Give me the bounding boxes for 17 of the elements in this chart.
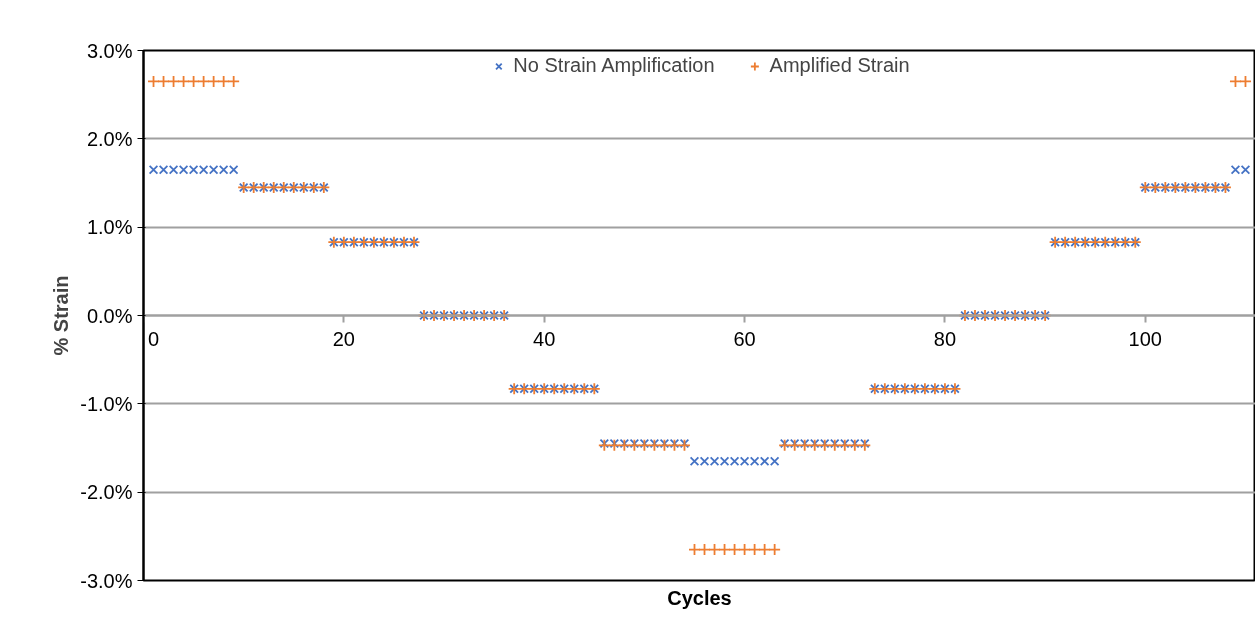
y-tick-label: -1.0% — [80, 392, 133, 415]
y-tick-label: -2.0% — [80, 481, 133, 504]
x-tick-label: 40 — [533, 327, 556, 350]
x-axis-title: Cycles — [667, 586, 732, 609]
y-tick-label: 0.0% — [86, 304, 133, 327]
y-tick-label: -3.0% — [80, 569, 133, 592]
x-tick-label: 100 — [1128, 327, 1162, 350]
x-tick-label: 60 — [733, 327, 756, 350]
x-tick-label: 0 — [127, 327, 160, 350]
y-axis-title: % Strain — [50, 275, 73, 356]
x-tick-label: 80 — [933, 327, 957, 350]
y-tick-label: 1.0% — [86, 216, 133, 239]
y-tick-label: 3.0% — [86, 39, 133, 62]
legend-label: No Strain Amplification — [513, 54, 715, 77]
y-tick-label: 2.0% — [86, 127, 133, 150]
x-tick-label: 20 — [332, 327, 355, 350]
legend-label: Amplified Strain — [769, 54, 910, 77]
